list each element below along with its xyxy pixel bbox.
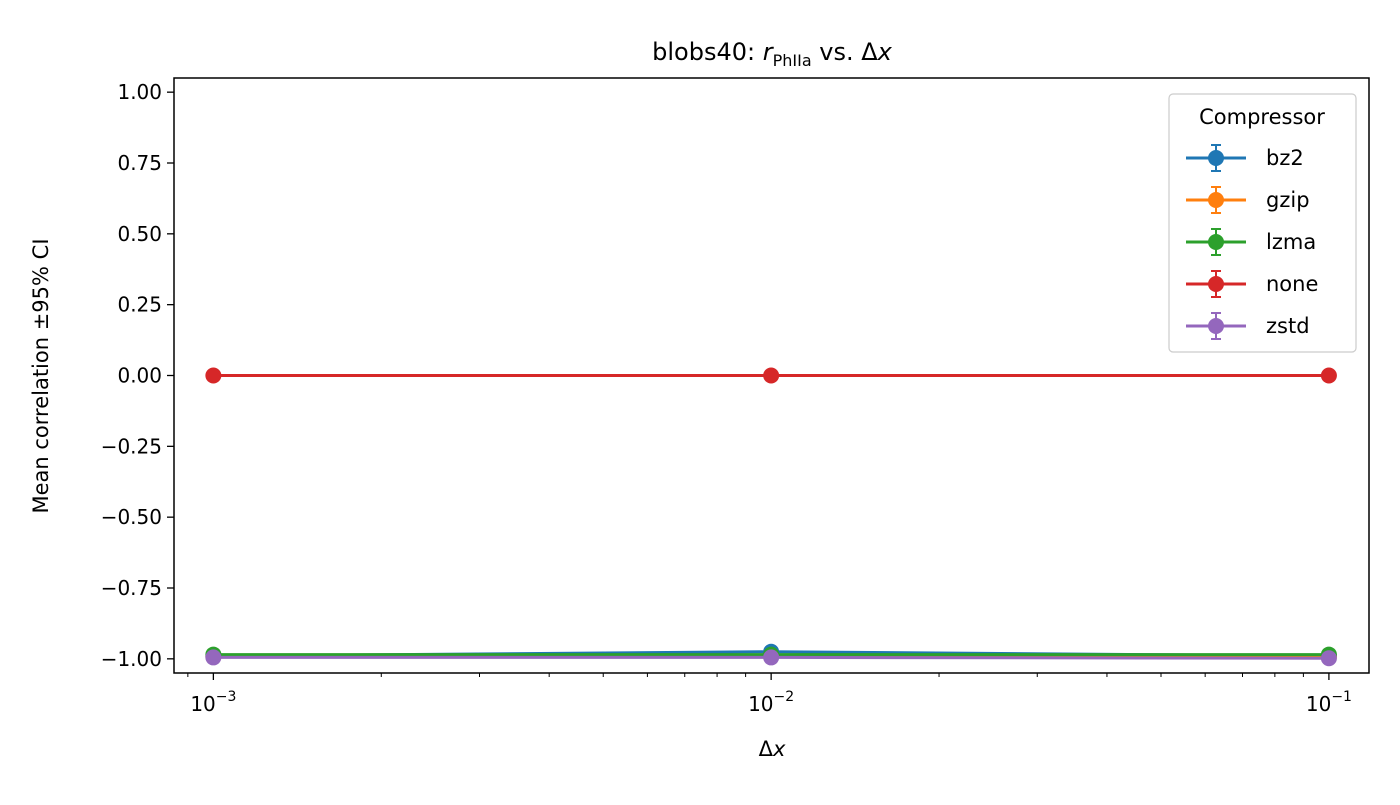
legend-label: lzma [1266, 230, 1316, 254]
x-tick-exponent: −2 [774, 689, 795, 705]
chart-title: blobs40: rPhIIa vs. Δx [652, 38, 893, 70]
data-point-none [763, 367, 780, 384]
y-tick-label: 0.00 [117, 364, 162, 388]
legend: Compressor bz2 gzip lzma none zstd [1168, 93, 1357, 353]
title-symbol: r [763, 38, 775, 66]
legend-label: zstd [1266, 314, 1310, 338]
legend-item-lzma: lzma [1186, 228, 1316, 256]
title-delta: Δ [861, 38, 878, 66]
legend-item-none: none [1186, 270, 1318, 298]
legend-box [1168, 93, 1357, 353]
legend-marker [1208, 318, 1224, 334]
legend-marker [1208, 192, 1224, 208]
y-tick-label: −1.00 [101, 647, 162, 671]
y-axis-ticks: 1.00 0.75 0.50 0.25 0.00 −0.25 −0.50 −0.75 −1.00 [101, 80, 174, 671]
x-tick-label: 10−2 [748, 689, 794, 716]
data-point-none [205, 367, 222, 384]
x-tick-base: 10 [190, 692, 215, 716]
legend-item-gzip: gzip [1186, 186, 1310, 214]
legend-label: bz2 [1266, 146, 1304, 170]
y-tick-label: −0.25 [101, 434, 162, 458]
xlabel-delta: Δ [759, 737, 774, 761]
legend-items: bz2 gzip lzma none zstd [1186, 144, 1318, 340]
legend-marker [1208, 150, 1224, 166]
legend-title: Compressor [1199, 105, 1325, 129]
y-axis-label: Mean correlation ±95% CI [29, 238, 53, 513]
y-tick-label: 0.50 [117, 222, 162, 246]
title-suffix: vs. [812, 38, 862, 66]
xlabel-var: x [772, 737, 786, 761]
title-subscript: PhIIa [773, 51, 812, 70]
x-axis-label: Δx [759, 737, 786, 761]
x-tick-exponent: −1 [1331, 689, 1352, 705]
legend-marker [1208, 276, 1224, 292]
title-prefix: blobs40: [652, 38, 763, 66]
legend-item-bz2: bz2 [1186, 144, 1304, 172]
x-axis-ticks: 10−3 10−2 10−1 [187, 673, 1352, 716]
y-tick-label: −0.50 [101, 505, 162, 529]
data-point-zstd [205, 649, 222, 666]
title-var: x [877, 38, 893, 66]
legend-label: none [1266, 272, 1318, 296]
y-tick-label: 1.00 [117, 80, 162, 104]
y-tick-label: 0.75 [117, 151, 162, 175]
legend-label: gzip [1266, 188, 1310, 212]
data-point-zstd [763, 649, 780, 666]
x-tick-label: 10−3 [190, 689, 236, 716]
y-tick-label: −0.75 [101, 576, 162, 600]
legend-item-zstd: zstd [1186, 312, 1310, 340]
x-tick-base: 10 [748, 692, 773, 716]
x-tick-base: 10 [1306, 692, 1331, 716]
legend-marker [1208, 234, 1224, 250]
plot-marks [205, 367, 1337, 667]
x-tick-exponent: −3 [216, 689, 237, 705]
x-tick-label: 10−1 [1306, 689, 1352, 716]
data-point-none [1320, 367, 1337, 384]
data-point-zstd [1320, 650, 1337, 667]
y-tick-label: 0.25 [117, 293, 162, 317]
